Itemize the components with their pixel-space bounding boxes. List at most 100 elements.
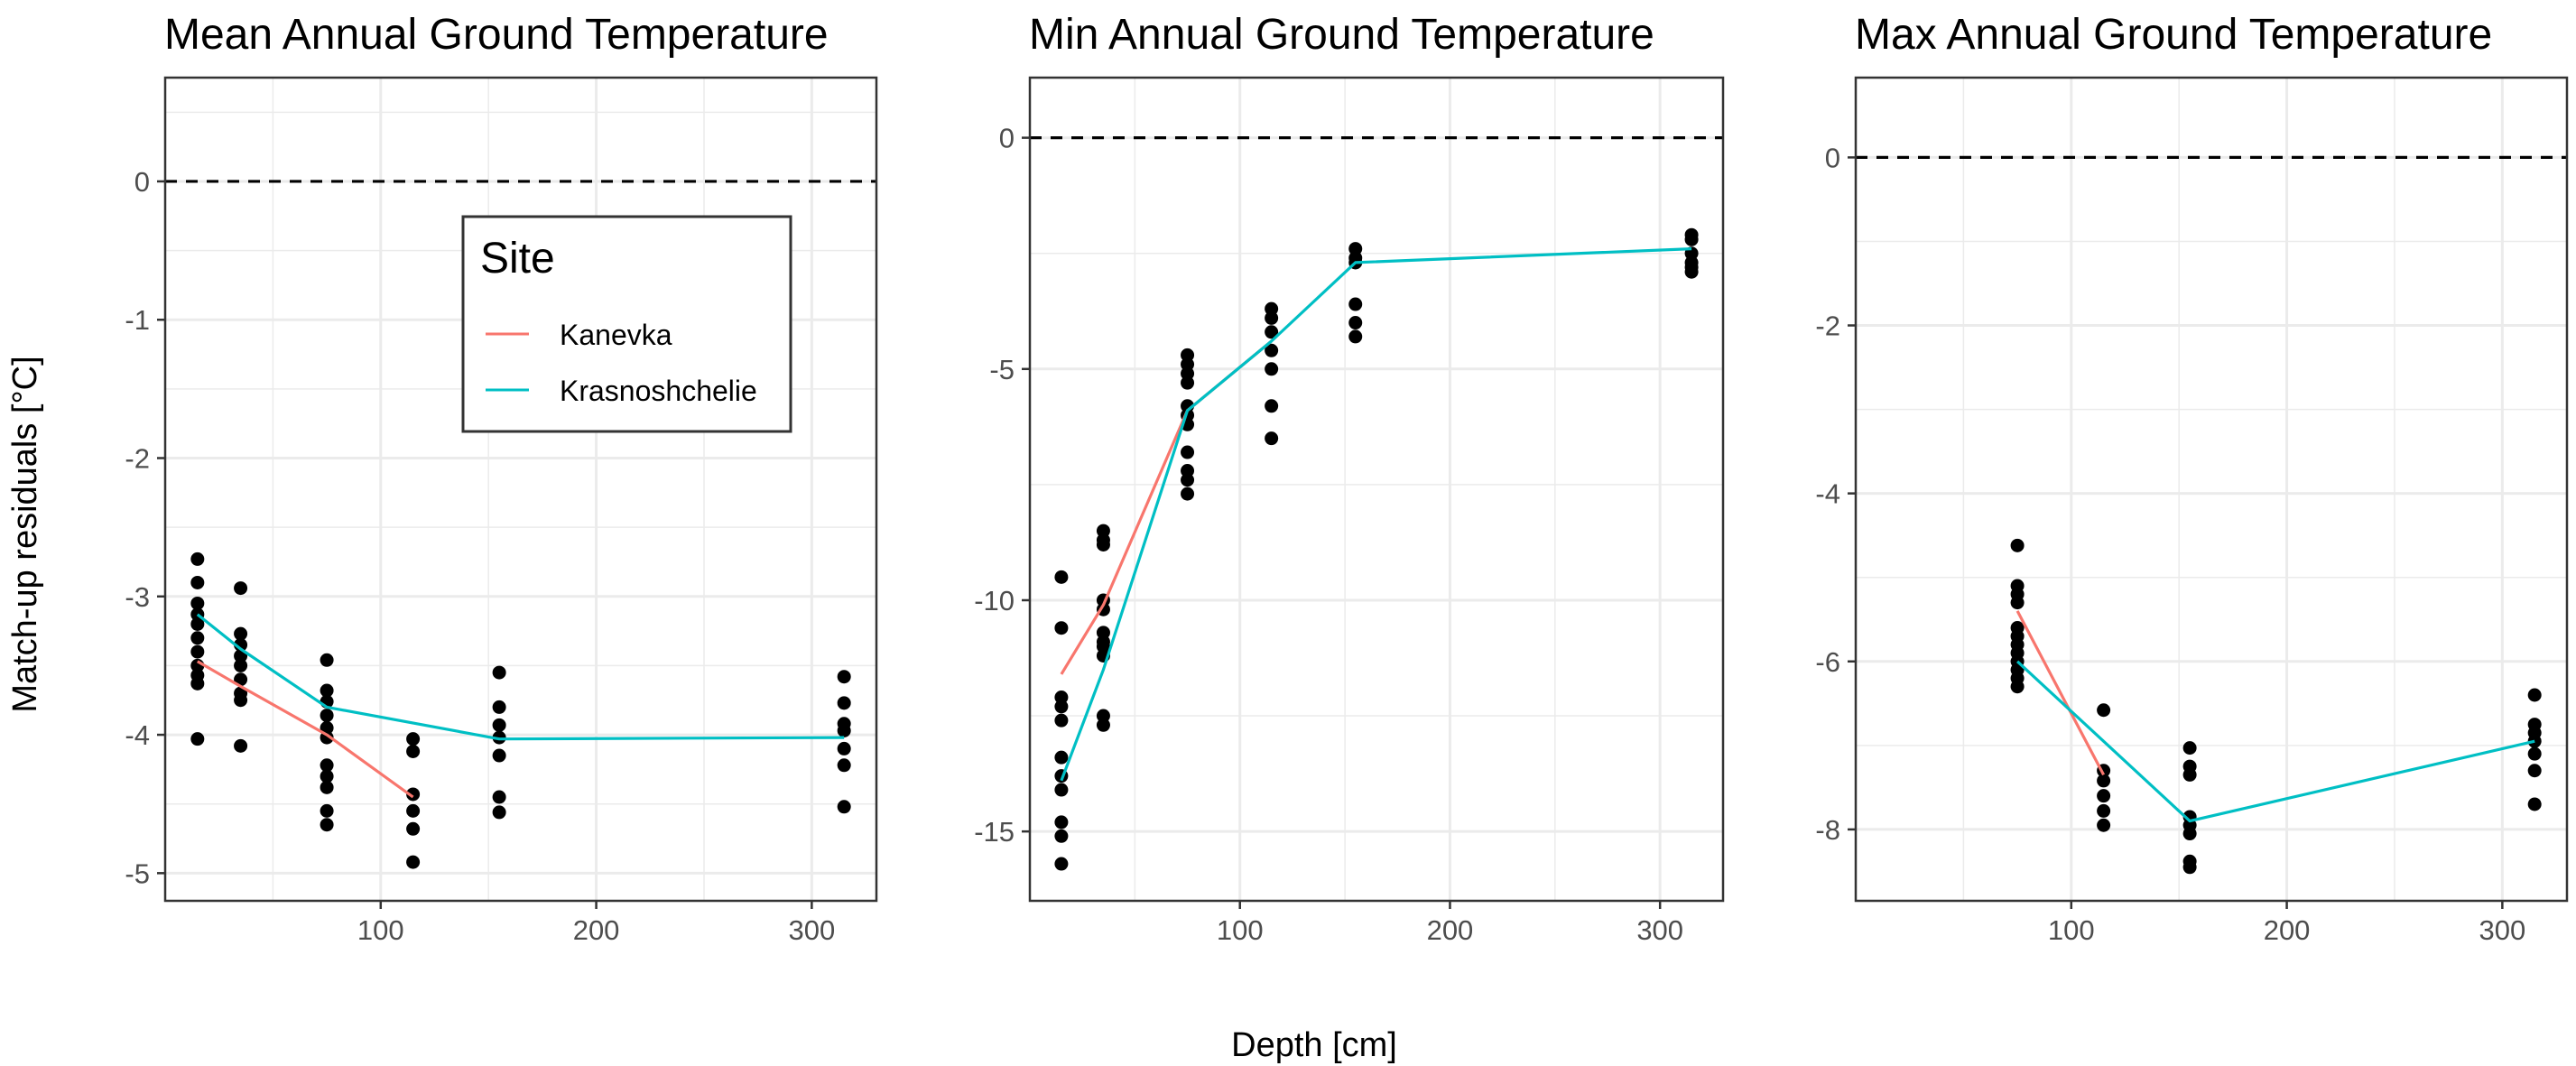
data-point <box>1684 264 1699 279</box>
x-tick-label: 100 <box>2048 914 2095 946</box>
x-tick-label: 200 <box>573 914 620 946</box>
data-point <box>1181 375 1195 390</box>
data-point <box>1054 857 1069 871</box>
panel-border <box>1854 76 2569 903</box>
x-tick-label: 300 <box>1636 914 1683 946</box>
data-point <box>406 855 421 869</box>
data-point <box>320 818 334 832</box>
x-tick-label: 100 <box>1217 914 1264 946</box>
legend-label-krasnoshchelie: Krasnoshchelie <box>560 375 757 407</box>
legend-label-kanevka: Kanevka <box>560 319 672 351</box>
y-tick-label: -5 <box>125 857 150 889</box>
x-tick-label: 300 <box>2479 914 2525 946</box>
y-tick-label: -1 <box>125 304 150 336</box>
data-point <box>1096 537 1110 552</box>
legend: Site Kanevka Krasnoshchelie <box>461 215 792 433</box>
data-point <box>234 626 248 641</box>
series-line-krasnoshchelie <box>196 613 845 741</box>
data-point <box>320 683 334 698</box>
x-tick-label: 300 <box>788 914 835 946</box>
data-point <box>1348 329 1363 344</box>
data-point <box>837 696 851 710</box>
y-axis-label: Match-up residuals [°C] <box>6 356 44 712</box>
panel-border <box>163 76 878 903</box>
data-point <box>837 670 851 684</box>
data-point <box>320 780 334 794</box>
y-tick-label: -5 <box>989 354 1015 385</box>
data-point <box>406 787 421 802</box>
data-point <box>2097 789 2111 803</box>
data-point <box>1181 366 1195 381</box>
panel-background <box>1856 78 2567 901</box>
x-tick-label: 100 <box>357 914 404 946</box>
data-point <box>2097 703 2111 718</box>
data-point <box>320 653 334 667</box>
legend-title: Site <box>480 235 555 283</box>
data-point <box>2010 596 2025 610</box>
panel-background <box>1030 78 1723 901</box>
data-point <box>2097 774 2111 788</box>
data-point <box>1054 621 1069 635</box>
data-point <box>1265 311 1279 325</box>
data-point <box>1181 464 1195 478</box>
data-point <box>1181 445 1195 459</box>
data-point <box>406 821 421 836</box>
data-point <box>190 676 205 691</box>
data-point <box>1054 829 1069 843</box>
data-point <box>1265 399 1279 413</box>
x-axis-label: Depth [cm] <box>1231 1026 1397 1064</box>
data-point <box>492 718 506 732</box>
y-tick-label: -6 <box>1815 646 1840 678</box>
data-point <box>1054 750 1069 765</box>
data-point <box>1096 718 1110 732</box>
data-point <box>1096 626 1110 640</box>
data-point <box>2097 818 2111 832</box>
panels: 100 200 300 0 -1 -2 -3 -4 -5 Mean Annual Ground T… <box>125 11 2569 946</box>
data-point <box>1096 639 1110 654</box>
x-tick-label: 200 <box>1427 914 1474 946</box>
data-point <box>1265 431 1279 446</box>
data-point <box>406 744 421 758</box>
legend-box <box>461 215 792 433</box>
data-point <box>1348 316 1363 330</box>
data-point <box>1054 570 1069 584</box>
data-point <box>234 693 248 708</box>
panel-1: 100 200 300 0 -1 -2 -3 -4 -5 Mean Annual Ground T… <box>125 11 878 946</box>
data-point <box>1265 301 1279 316</box>
data-point <box>2527 797 2542 811</box>
data-point <box>1096 524 1110 538</box>
data-point <box>492 665 506 680</box>
data-point <box>190 575 205 589</box>
series-line-kanevka <box>196 660 414 799</box>
data-point <box>1054 783 1069 797</box>
data-point <box>406 732 421 746</box>
data-point <box>492 700 506 714</box>
series-line-kanevka <box>2015 610 2106 776</box>
y-tick-label: -15 <box>974 816 1015 848</box>
data-point <box>492 805 506 820</box>
data-point <box>190 732 205 746</box>
data-point <box>1181 357 1195 372</box>
data-point <box>190 644 205 659</box>
y-tick-label: -2 <box>125 443 150 475</box>
panel-border <box>1028 76 1725 903</box>
data-point <box>2182 827 2197 841</box>
data-point <box>1054 700 1069 714</box>
data-point <box>2010 538 2025 552</box>
data-point <box>2182 741 2197 755</box>
data-point <box>1265 362 1279 376</box>
data-point <box>1265 325 1279 339</box>
y-tick-label: -8 <box>1815 814 1840 846</box>
data-point <box>2182 860 2197 875</box>
data-point <box>190 631 205 645</box>
data-point <box>2097 803 2111 818</box>
data-point <box>492 790 506 804</box>
data-point <box>837 800 851 814</box>
data-point <box>2010 680 2025 694</box>
y-tick-label: -4 <box>125 719 150 751</box>
panel-title: Max Annual Ground Temperature <box>1855 11 2492 59</box>
data-point <box>406 803 421 818</box>
panel-3: 100 200 300 0 -2 -4 -6 -8 Max Annual Ground Temp… <box>1815 11 2569 946</box>
y-tick-label: 0 <box>134 166 150 198</box>
